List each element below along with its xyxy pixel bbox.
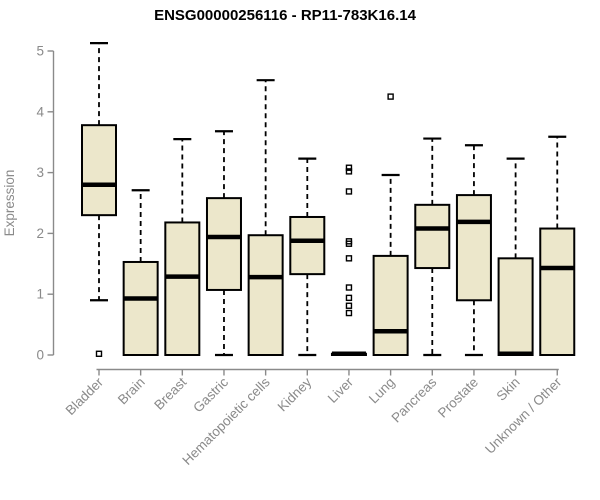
y-tick-label-2: 2 <box>36 226 44 241</box>
x-tick-label-liver: Liver <box>325 374 357 406</box>
box-rect <box>455 194 492 302</box>
x-tick-label-breast: Breast <box>151 374 189 412</box>
box-rect <box>497 257 534 356</box>
outlier-point <box>345 294 353 302</box>
box-rect <box>81 124 117 217</box>
x-tick-label-unknown-other: Unknown / Other <box>482 374 565 457</box>
box-gastric <box>205 130 242 357</box>
x-tick-label-skin: Skin <box>494 375 523 404</box>
box-pancreas <box>414 137 451 357</box>
y-tick-label-1: 1 <box>36 287 44 302</box>
box-rect <box>205 197 242 291</box>
x-tick-label-brain: Brain <box>115 375 148 408</box>
x-tick-label-kidney: Kidney <box>275 374 315 414</box>
x-tick-label-lung: Lung <box>366 375 398 407</box>
chart-title: ENSG00000256116 - RP11-783K16.14 <box>154 7 416 24</box>
outlier-point <box>387 93 394 100</box>
box-rect <box>414 203 451 270</box>
x-tick-label-prostate: Prostate <box>435 375 481 421</box>
box-bladder <box>81 41 117 357</box>
box-rect <box>539 227 576 356</box>
outlier-point <box>345 284 353 291</box>
box-rect <box>289 215 326 276</box>
box-brain <box>122 189 159 357</box>
box-prostate <box>455 144 492 357</box>
outlier-point <box>345 240 353 247</box>
outlier-point <box>345 302 353 309</box>
x-tick-label-pancreas: Pancreas <box>388 374 439 425</box>
box-rect <box>122 260 159 357</box>
box-unknown-other <box>539 135 576 356</box>
box-rect <box>164 221 201 356</box>
box-kidney <box>289 157 326 357</box>
box-rect <box>372 254 409 356</box>
box-skin <box>497 157 534 357</box>
outlier-point <box>345 164 353 171</box>
y-axis-label: Expression <box>2 170 17 237</box>
box-liver <box>330 164 367 357</box>
y-tick-label-4: 4 <box>36 104 44 119</box>
box-hematopoietic-cells <box>247 79 284 356</box>
y-tick-label-3: 3 <box>36 165 44 180</box>
x-tick-label-bladder: Bladder <box>63 374 107 418</box>
outlier-point <box>345 255 353 262</box>
outlier-point <box>345 309 353 317</box>
y-tick-label-0: 0 <box>36 348 44 363</box>
outlier-point <box>345 188 353 195</box>
box-breast <box>164 138 201 356</box>
outlier-point <box>95 350 103 357</box>
outlier-point <box>345 168 353 175</box>
y-tick-label-5: 5 <box>36 44 44 59</box>
box-lung <box>372 93 409 356</box>
x-tick-label-gastric: Gastric <box>190 374 231 415</box>
box-rect <box>247 234 284 356</box>
